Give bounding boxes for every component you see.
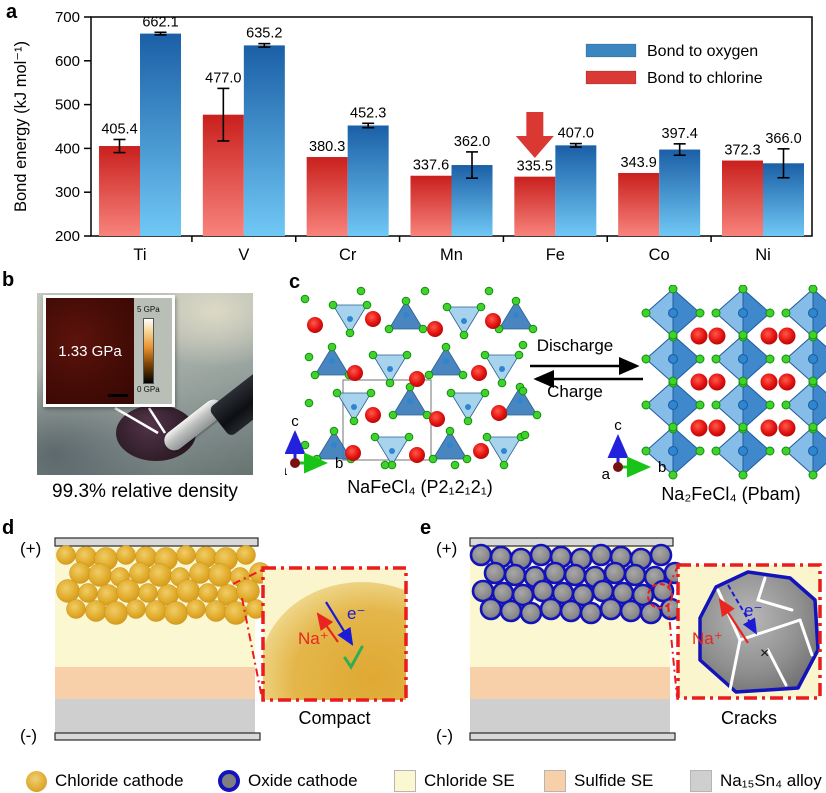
panel-label-a: a bbox=[6, 1, 18, 23]
svg-text:Ni: Ni bbox=[755, 246, 771, 264]
bar-V bbox=[243, 45, 285, 236]
svg-text:a: a bbox=[285, 462, 288, 479]
svg-text:452.3: 452.3 bbox=[350, 105, 386, 121]
svg-text:700: 700 bbox=[55, 9, 80, 26]
chloride-se-swatch-icon bbox=[394, 770, 416, 792]
bar-Ni bbox=[722, 160, 763, 236]
positive-electrode-label-d: (+) bbox=[20, 539, 42, 558]
left-structure-caption: NaFeCl₄ (P2₁2₁2₁) bbox=[347, 477, 493, 497]
svg-text:200: 200 bbox=[55, 228, 80, 245]
svg-text:343.9: 343.9 bbox=[621, 155, 657, 171]
svg-text:500: 500 bbox=[55, 97, 80, 114]
legend-item-chloride-se: Chloride SE bbox=[394, 768, 515, 793]
gold-sphere-icon bbox=[26, 770, 47, 792]
legend-item-sulfide-se: Sulfide SE bbox=[544, 768, 653, 793]
discharge-label: Discharge bbox=[536, 336, 614, 355]
alloy-swatch-icon bbox=[690, 770, 712, 792]
svg-text:Mn: Mn bbox=[440, 246, 463, 264]
bar-Cr bbox=[306, 157, 348, 236]
cell-schematics: × bbox=[54, 537, 822, 741]
svg-text:a: a bbox=[602, 466, 611, 483]
panel-label-b: b bbox=[2, 269, 15, 291]
inset-callout-lines bbox=[114, 406, 167, 435]
svg-text:372.3: 372.3 bbox=[724, 143, 760, 159]
electron-label-d: e⁻ bbox=[347, 604, 366, 623]
svg-text:Co: Co bbox=[649, 246, 670, 264]
svg-text:407.0: 407.0 bbox=[558, 126, 594, 142]
legend-label: Na₁₅Sn₄ alloy bbox=[720, 771, 822, 790]
legend-item-oxide-cathode: Oxide cathode bbox=[218, 768, 358, 793]
bar-Mn bbox=[410, 175, 452, 236]
legend-label: Oxide cathode bbox=[248, 771, 358, 790]
svg-text:Cr: Cr bbox=[339, 246, 357, 264]
svg-text:405.4: 405.4 bbox=[101, 121, 137, 137]
svg-text:362.0: 362.0 bbox=[454, 134, 490, 150]
negative-electrode-label-e: (-) bbox=[436, 726, 453, 745]
svg-text:b: b bbox=[335, 455, 343, 472]
bar-Ti bbox=[140, 33, 181, 236]
svg-text:400: 400 bbox=[55, 140, 80, 157]
svg-text:Bond energy (kJ mol⁻¹): Bond energy (kJ mol⁻¹) bbox=[12, 41, 30, 212]
pellet-caption: 99.3% relative density bbox=[52, 481, 238, 502]
svg-text:V: V bbox=[238, 246, 249, 264]
legend-item-alloy: Na₁₅Sn₄ alloy bbox=[690, 768, 822, 793]
bar-Co bbox=[659, 149, 701, 236]
modulus-map: 1.33 GPa bbox=[46, 298, 134, 404]
panel-label-d: d bbox=[2, 517, 15, 539]
fe-highlight-arrow bbox=[515, 112, 554, 158]
svg-text:662.1: 662.1 bbox=[142, 14, 178, 30]
gray-sphere-blue-ring-icon bbox=[218, 770, 240, 792]
charge-label: Charge bbox=[547, 382, 603, 401]
svg-text:635.2: 635.2 bbox=[246, 26, 282, 42]
svg-text:Bond to chlorine: Bond to chlorine bbox=[647, 70, 763, 87]
svg-text:380.3: 380.3 bbox=[309, 139, 345, 155]
electron-label-e: e⁻ bbox=[744, 601, 763, 620]
colorbar-min-label: 0 GPa bbox=[137, 385, 160, 394]
svg-text:337.6: 337.6 bbox=[413, 158, 449, 174]
svg-text:c: c bbox=[614, 417, 622, 434]
legend-label: Chloride cathode bbox=[55, 771, 184, 790]
crystal-structures: c b a c b a bbox=[285, 285, 826, 483]
legend-label: Chloride SE bbox=[424, 771, 515, 790]
pellet-photo: 1.33 GPa 5 GPa 0 GPa bbox=[37, 293, 253, 475]
legend-item-chloride-cathode: Chloride cathode bbox=[26, 768, 184, 793]
svg-text:477.0: 477.0 bbox=[205, 70, 241, 86]
modulus-value: 1.33 GPa bbox=[58, 342, 122, 360]
cracks-caption: Cracks bbox=[720, 708, 777, 728]
right-structure-caption: Na₂FeCl₄ (Pbam) bbox=[661, 484, 801, 504]
svg-text:Fe: Fe bbox=[546, 246, 565, 264]
bar-Co bbox=[618, 172, 660, 236]
svg-text:335.5: 335.5 bbox=[517, 159, 553, 175]
svg-text:Bond to oxygen: Bond to oxygen bbox=[647, 43, 758, 60]
svg-text:c: c bbox=[291, 413, 299, 430]
positive-electrode-label-e: (+) bbox=[436, 539, 458, 558]
panel-label-e: e bbox=[420, 517, 432, 539]
negative-electrode-label-d: (-) bbox=[20, 726, 37, 745]
bond-energy-bar-chart: 200 300 400 500 600 700 Bond energy (kJ mol⁻¹)… bbox=[12, 9, 813, 264]
svg-text:397.4: 397.4 bbox=[662, 126, 698, 142]
svg-text:300: 300 bbox=[55, 184, 80, 201]
sulfide-se-swatch-icon bbox=[544, 770, 566, 792]
svg-text:×: × bbox=[760, 645, 769, 662]
compact-caption: Compact bbox=[298, 708, 371, 728]
bar-Ti bbox=[99, 146, 140, 236]
svg-text:b: b bbox=[658, 459, 666, 476]
colorbar-max-label: 5 GPa bbox=[137, 305, 160, 314]
sodium-ion-label-e: Na⁺ bbox=[692, 629, 723, 648]
scale-bar bbox=[108, 394, 128, 397]
colorbar bbox=[143, 318, 154, 384]
panel-label-c: c bbox=[289, 271, 301, 293]
legend-label: Sulfide SE bbox=[574, 771, 654, 790]
bar-Cr bbox=[347, 125, 389, 236]
sodium-ion-label-d: Na⁺ bbox=[298, 629, 329, 648]
bar-Fe bbox=[514, 176, 556, 236]
svg-text:Ti: Ti bbox=[133, 246, 146, 264]
bar-Fe bbox=[555, 145, 597, 236]
svg-text:366.0: 366.0 bbox=[765, 131, 801, 147]
nanoindentation-inset: 1.33 GPa 5 GPa 0 GPa bbox=[43, 295, 175, 407]
svg-text:600: 600 bbox=[55, 53, 80, 70]
